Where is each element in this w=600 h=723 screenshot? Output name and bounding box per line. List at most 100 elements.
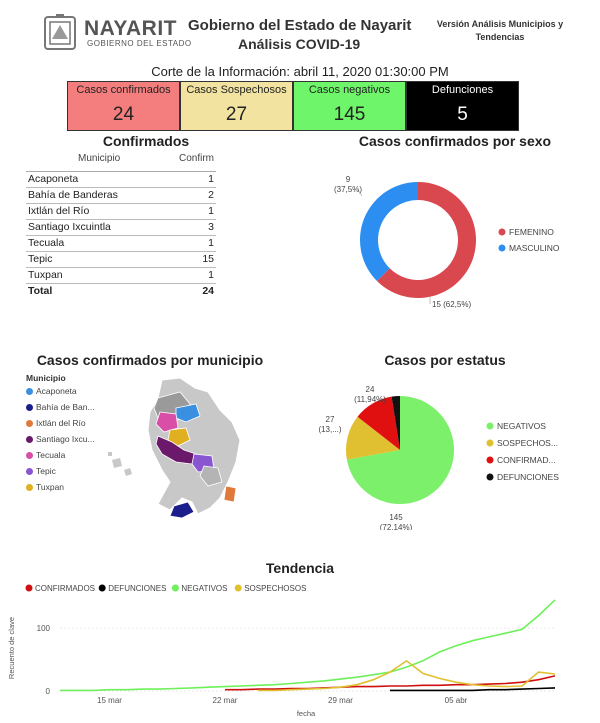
page-subtitle: Análisis COVID-19 [238, 36, 361, 52]
row-municipio: Santiago Ixcuintla [28, 221, 111, 233]
map-title: Casos confirmados por municipio [36, 352, 264, 368]
legend-dot [98, 584, 106, 592]
row-municipio: Tepic [28, 253, 53, 265]
card-value: 27 [225, 104, 248, 125]
x-axis-label: fecha [297, 709, 316, 718]
data-cutoff-text: Corte de la Información: abril 11, 2020 … [151, 64, 449, 79]
series-line-negativos [60, 599, 556, 692]
map-legend-item: Tuxpan [26, 482, 64, 492]
legend-dot [486, 456, 494, 464]
row-confirm: 1 [208, 237, 214, 249]
status-chart-title: Casos por estatus [384, 352, 506, 368]
status-pie-chart: 145 (72,14%) 27 (13,...) 24 (11,94%) NEGATIVOS… [318, 385, 559, 530]
legend-dot [486, 473, 494, 481]
total-label: Total [28, 285, 53, 297]
data-label-confirmados: 24 (11,94%) [354, 385, 386, 404]
table-row: Tepic 15 [26, 252, 216, 268]
legend-label: CONFIRMADOS [35, 584, 95, 593]
pie-slice [391, 396, 400, 450]
map-legend-item: Tecuala [26, 450, 65, 460]
card-label: Casos negativos [308, 84, 391, 96]
row-municipio: Tuxpan [28, 269, 63, 281]
legend-label: DEFUNCIONES [497, 472, 559, 482]
version-line-1: Versión Análisis Municipios y [436, 19, 564, 29]
table-row: Acaponeta 1 [26, 172, 216, 188]
table-body: Acaponeta 1 Bahía de Banderas 2 Ixtlán del R… [26, 172, 216, 284]
row-confirm: 1 [208, 173, 214, 185]
table-row: Tuxpan 1 [26, 268, 216, 284]
data-label-negativos: 145 (72,14%) [380, 513, 413, 530]
donut-slice-masculino [360, 182, 418, 282]
y-tick-label: 100 [37, 624, 51, 633]
data-label-sospechosos: 27 (13,...) [318, 415, 341, 434]
legend-dot [171, 584, 179, 592]
table-total-row: Total 24 [26, 284, 216, 300]
map-legend-item: Santiago Ixcu... [26, 434, 95, 444]
card-value: 24 [112, 104, 135, 125]
card-defunciones: Defunciones 5 [406, 81, 519, 131]
y-tick-label: 0 [46, 687, 51, 696]
sex-chart-title: Casos confirmados por sexo [358, 133, 552, 149]
series-line-sospechosos [258, 659, 556, 692]
table-row: Bahía de Banderas 2 [26, 188, 216, 204]
pie-slice [346, 416, 400, 460]
row-confirm: 2 [208, 189, 214, 201]
map-region-bahia [169, 501, 195, 519]
map-legend-title: Municipio [26, 373, 66, 383]
row-municipio: Acaponeta [28, 173, 79, 185]
legend-label: DEFUNCIONES [108, 584, 166, 593]
header: NAYARIT GOBIERNO DEL ESTADO Gobierno del… [0, 0, 600, 62]
row-confirm: 3 [208, 221, 214, 233]
table-header: Municipio Confirm [26, 150, 216, 172]
x-tick-label: 15 mar [97, 696, 122, 705]
series-line-defunciones [390, 687, 556, 692]
map-region-tuxpan [167, 427, 191, 447]
pie-slice [357, 396, 400, 450]
y-axis-label: Recuento de clave [7, 617, 16, 679]
row-confirm: 1 [208, 269, 214, 281]
card-sospechosos: Casos Sospechosos 27 [180, 81, 293, 131]
legend-dot [25, 584, 33, 592]
card-label: Defunciones [431, 84, 494, 96]
map-legend-item: Ixtlán del Río [26, 418, 86, 428]
brand-subtitle: GOBIERNO DEL ESTADO [87, 39, 192, 48]
col-municipio: Municipio [78, 153, 121, 164]
legend-dot [486, 422, 494, 430]
legend-label: FEMENINO [509, 227, 554, 237]
state-seal-icon [44, 14, 76, 50]
map-region-ixtlan [223, 485, 237, 503]
card-confirmados: Casos confirmados 24 [67, 81, 180, 131]
trend-chart-title: Tendencia [265, 560, 335, 576]
legend-label: MASCULINO [509, 243, 560, 253]
legend-dot [234, 584, 242, 592]
legend-dot [486, 439, 494, 447]
legend-label: SOSPECHOS... [497, 438, 558, 448]
page-title: Gobierno del Estado de Nayarit [188, 17, 412, 34]
map-legend-item: Tepic [26, 466, 56, 476]
row-municipio: Bahía de Banderas [28, 189, 118, 201]
data-label-femenino: 15 (62,5%) [432, 300, 471, 309]
x-tick-label: 05 abr [445, 696, 468, 705]
row-confirm: 15 [202, 253, 214, 265]
card-label: Casos Sospechosos [186, 84, 287, 96]
row-municipio: Tecuala [28, 237, 65, 249]
row-municipio: Ixtlán del Río [28, 205, 90, 217]
total-value: 24 [202, 285, 214, 297]
card-value: 5 [457, 104, 468, 125]
legend-dot [498, 228, 506, 236]
row-confirm: 1 [208, 205, 214, 217]
card-negativos: Casos negativos 145 [293, 81, 406, 131]
confirmados-table: Municipio Confirm Acaponeta 1 Bahía de Ban… [26, 150, 216, 300]
trend-line-chart: CONFIRMADOS DEFUNCIONES NEGATIVOS SOSPECHOS… [7, 584, 556, 718]
series-line-confirmados [225, 675, 556, 691]
table-row: Tecuala 1 [26, 236, 216, 252]
legend-label: NEGATIVOS [497, 421, 546, 431]
legend-label: NEGATIVOS [181, 584, 227, 593]
legend-label: SOSPECHOSOS [244, 584, 306, 593]
map-legend-item: Acaponeta [26, 386, 77, 396]
confirmados-table-title: Confirmados [102, 133, 190, 149]
legend-label: CONFIRMAD... [497, 455, 556, 465]
x-tick-label: 29 mar [328, 696, 353, 705]
nayarit-map [108, 377, 241, 519]
x-tick-label: 22 mar [213, 696, 238, 705]
